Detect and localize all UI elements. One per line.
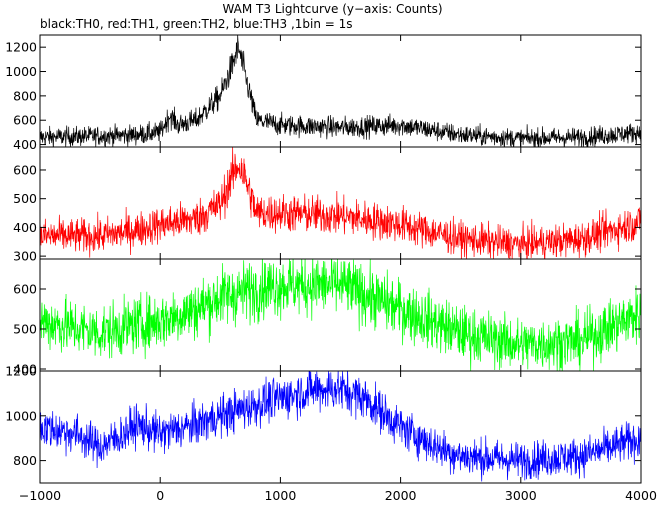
ytick-label: 300: [13, 249, 37, 264]
xtick-label: 2000: [385, 488, 417, 503]
ytick-label: 1000: [5, 64, 37, 79]
ytick-label: 800: [13, 453, 37, 468]
series-th0-line: [40, 35, 641, 147]
xtick-label: 0: [156, 488, 164, 503]
xtick-label: 3000: [505, 488, 537, 503]
ytick-label: 600: [13, 162, 37, 177]
ytick-label: 800: [13, 88, 37, 103]
xtick-label: 1000: [264, 488, 296, 503]
ytick-label: 1200: [5, 40, 37, 55]
panel-frame-th3: [39, 370, 642, 484]
series-th1-line: [40, 147, 641, 259]
ytick-label: 600: [13, 113, 37, 128]
series-th2-line: [40, 259, 641, 371]
ytick-label: 400: [13, 220, 37, 235]
ytick-label: 600: [13, 282, 37, 297]
ytick-label: 500: [13, 191, 37, 206]
ytick-label: 400: [13, 137, 37, 152]
chart-subtitle: black:TH0, red:TH1, green:TH2, blue:TH3 …: [40, 17, 353, 31]
chart-title: WAM T3 Lightcurve (y−axis: Counts): [222, 2, 443, 16]
ytick-label: 1200: [5, 364, 37, 379]
ytick-label: 500: [13, 322, 37, 337]
series-th3-line: [40, 371, 641, 482]
xtick-label: 4000: [625, 488, 657, 503]
ytick-label: 1000: [5, 408, 37, 423]
xtick-label: −1000: [19, 488, 61, 503]
ytick-label: 400: [13, 362, 37, 377]
